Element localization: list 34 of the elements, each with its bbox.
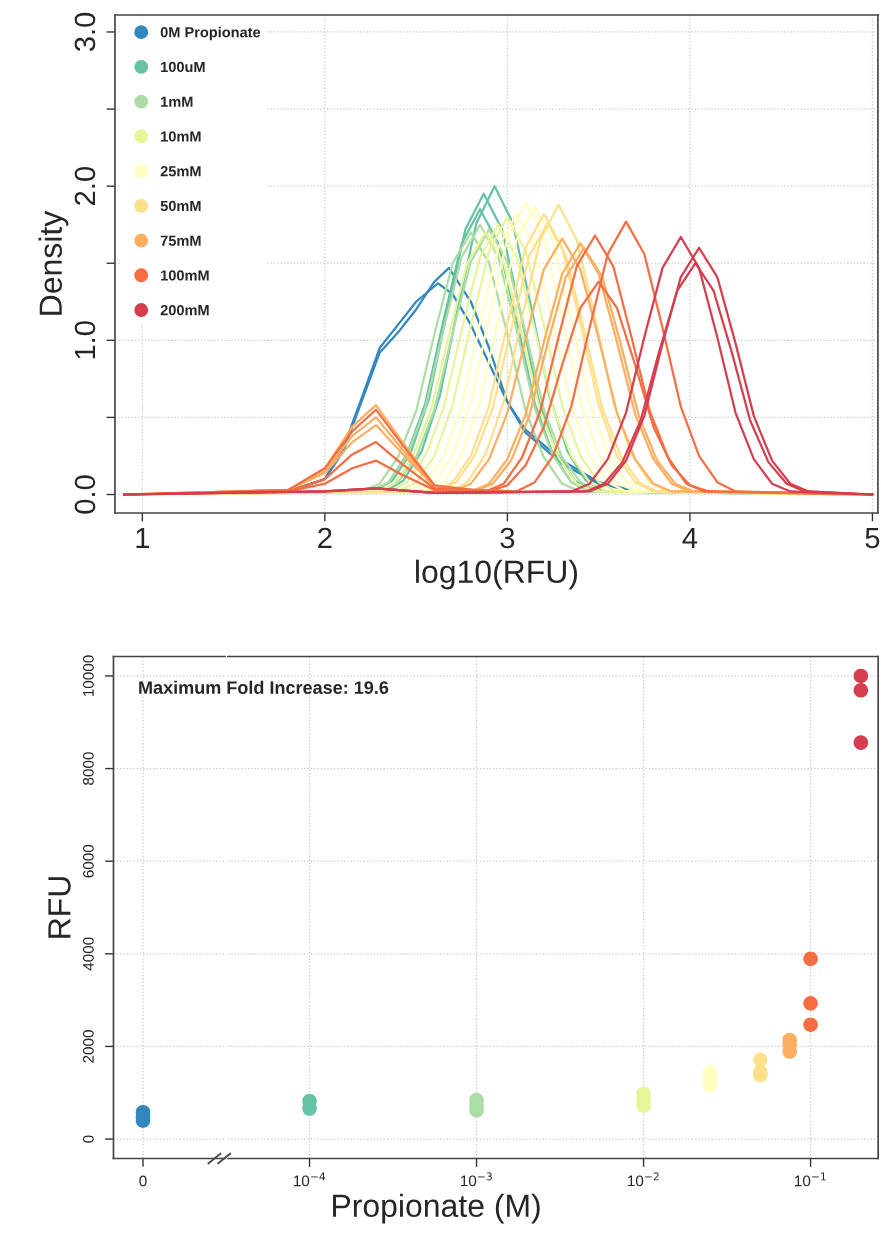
y-axis-title: Density	[38, 210, 69, 315]
y-tick-label: 3.0	[74, 12, 96, 52]
x-tick-label: 0	[139, 1175, 147, 1187]
y-tick-label: 1.0	[74, 321, 96, 359]
x-tick-label: 10$^{−3}$	[460, 1172, 492, 1187]
legend-label: 100uM	[161, 61, 205, 73]
x-tick-label: 10$^{−4}$	[293, 1172, 326, 1187]
legend-label: 1mM	[161, 96, 193, 107]
x-tick-label: 2	[318, 527, 332, 549]
y-tick-label: 6000	[82, 844, 94, 878]
y-tick-label: 0	[82, 1135, 94, 1143]
legend-label: 25mM	[160, 166, 201, 177]
x-tick-label: 10$^{−1}$	[795, 1172, 826, 1187]
legend-label: 200mM	[160, 304, 209, 316]
legend-label: 50mM	[160, 200, 201, 212]
x-axis-title: log10(RFU)	[416, 559, 578, 590]
annotation: Maximum Fold Increase: 19.6	[139, 680, 389, 694]
x-tick-label: 4	[682, 527, 698, 549]
y-tick-label: 10000	[82, 655, 94, 697]
y-tick-label: 2000	[82, 1030, 94, 1063]
x-tick-label: 5	[865, 527, 880, 549]
legend-label: 100mM	[161, 270, 209, 281]
x-tick-label: 3	[500, 527, 515, 549]
x-tick-label: 10$^{−2}$	[627, 1172, 659, 1187]
y-tick-label: 2.0	[74, 167, 96, 205]
legend-label: 10mM	[161, 131, 201, 142]
x-tick-label: 1	[136, 527, 150, 549]
y-axis-title: RFU	[48, 877, 71, 938]
y-tick-label: 8000	[82, 752, 94, 785]
legend-label: 0M Propionate	[160, 26, 261, 41]
y-tick-label: 4000	[82, 937, 94, 971]
legend-label: 75mM	[160, 235, 201, 246]
x-axis-title: Propionate (M)	[333, 1193, 540, 1224]
y-tick-label: 0.0	[74, 475, 96, 514]
